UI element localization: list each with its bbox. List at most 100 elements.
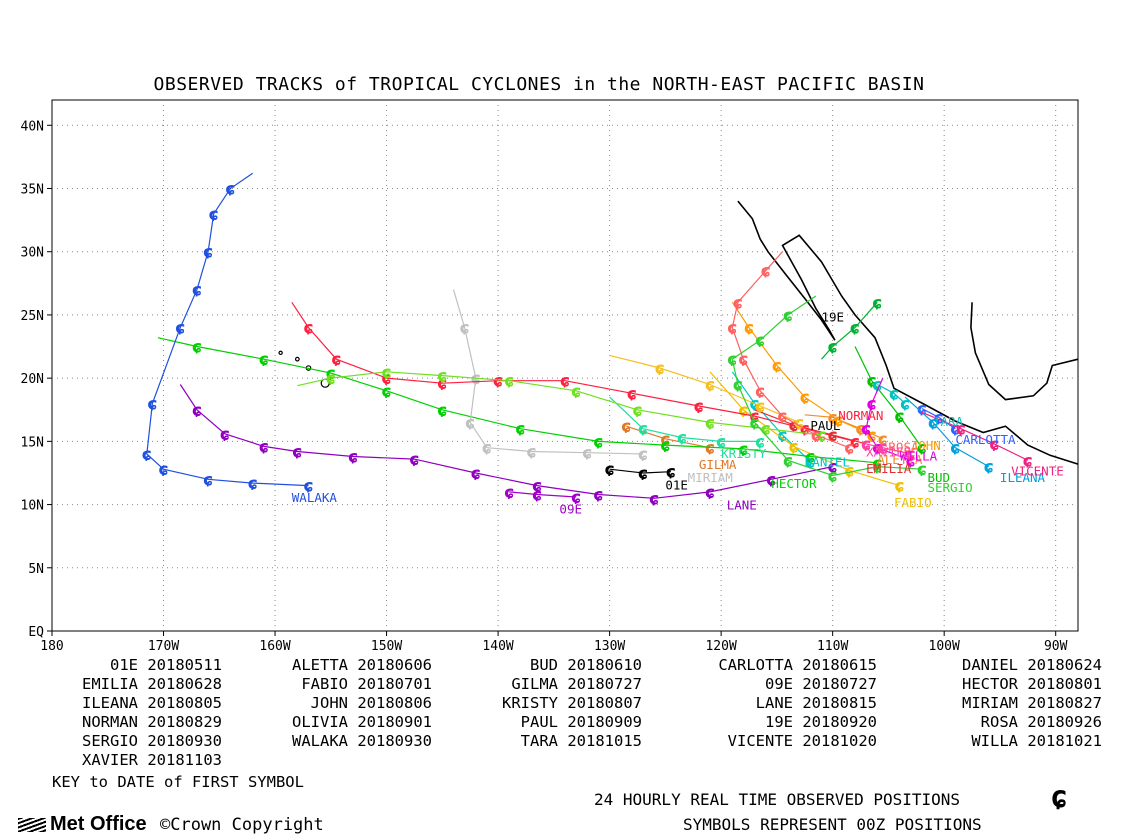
track-gilma (626, 425, 711, 449)
track-carlotta (921, 407, 956, 430)
legend-storm-date: 20180610 (558, 656, 642, 674)
legend-storm-date: 20180628 (138, 675, 222, 693)
legend-entry: 09E 20180727 (675, 675, 877, 693)
legend-storm-name: DANIEL (962, 656, 1018, 674)
legend-storm-date: 20180901 (348, 713, 432, 731)
cyclone-position-icon: ɕ (828, 458, 838, 478)
track-label: ROSA (888, 439, 919, 454)
cyclone-position-icon: ɕ (225, 180, 235, 200)
legend-entry: JOHN 20180806 (230, 694, 432, 712)
legend-storm-date: 20180805 (138, 694, 222, 712)
cyclone-position-icon: ɕ (593, 485, 603, 505)
cyclone-position-icon: ɕ (471, 369, 481, 389)
track-john (731, 301, 872, 436)
legend-entry: WALAKA 20180930 (230, 732, 432, 750)
cyclone-position-icon: ɕ (593, 432, 603, 452)
legend-entry: FABIO 20180701 (230, 675, 432, 693)
track-label: JOHN (911, 438, 941, 453)
legend-entry: PAUL 20180909 (440, 713, 642, 731)
track-label: DANIEL (805, 455, 850, 470)
cyclone-position-icon: ɕ (437, 401, 447, 421)
legend-entry: VICENTE 20181020 (675, 732, 877, 750)
cyclone-position-icon: ɕ (482, 439, 492, 459)
track-01e (609, 468, 671, 474)
cyclone-position-icon: ɕ (638, 445, 648, 465)
cyclone-position-icon: ɕ (605, 460, 615, 480)
legend-storm-name: TARA (520, 732, 558, 750)
cyclone-position-icon: ɕ (828, 338, 838, 358)
legend-storm-name: ROSA (980, 713, 1018, 731)
y-tick-label: 15N (21, 435, 44, 450)
legend-entry: OLIVIA 20180901 (230, 713, 432, 731)
cyclone-position-icon: ɕ (203, 470, 213, 490)
cyclone-position-icon: ɕ (560, 372, 570, 392)
track-label: VICENTE (1011, 463, 1064, 478)
cyclone-position-icon: ɕ (800, 420, 810, 440)
cyclone-position-icon: ɕ (331, 350, 341, 370)
cyclone-position-icon: ɕ (906, 445, 916, 465)
legend-storm-name: LANE (755, 694, 793, 712)
footer-symbol-note: SYMBOLS REPRESENT 00Z POSITIONS (683, 815, 982, 834)
cyclone-symbol-icon: ɕ (1050, 780, 1069, 815)
legend-storm-date: 20180930 (138, 732, 222, 750)
legend-entry: EMILIA 20180628 (20, 675, 222, 693)
legend-storm-name: FABIO (301, 675, 348, 693)
plot-frame (51, 99, 1079, 632)
y-tick-label: 25N (21, 309, 44, 324)
cyclone-position-icon: ɕ (627, 384, 637, 404)
coastline-pacific (737, 200, 1079, 465)
legend-storm-name: MIRIAM (962, 694, 1018, 712)
legend-entry: SERGIO 20180930 (20, 732, 222, 750)
cyclone-position-icon: ɕ (504, 372, 514, 392)
cyclone-position-icon: ɕ (192, 338, 202, 358)
track-label: WILLA (900, 448, 938, 463)
footer-positions-note: 24 HOURLY REAL TIME OBSERVED POSITIONS (594, 790, 961, 809)
legend-key-text: KEY to DATE of FIRST SYMBOL (52, 773, 304, 791)
track-norman (291, 301, 856, 442)
cyclone-position-icon: ɕ (220, 425, 230, 445)
track-label: SERGIO (927, 480, 972, 495)
cyclone-position-icon: ɕ (733, 293, 743, 313)
track-label: ALETTA (877, 452, 923, 467)
legend-entry: LANE 20180815 (675, 694, 877, 712)
y-tick-label: 35N (21, 183, 44, 198)
cyclone-position-icon: ɕ (209, 205, 219, 225)
cyclone-position-icon: ɕ (192, 281, 202, 301)
cyclone-position-icon: ɕ (303, 477, 313, 497)
legend-storm-name: KRISTY (502, 694, 558, 712)
cyclone-position-icon: ɕ (750, 407, 760, 427)
cyclone-position-icon: ɕ (889, 384, 899, 404)
cyclone-position-icon: ɕ (147, 394, 157, 414)
cyclone-position-icon: ɕ (934, 408, 944, 428)
cyclone-position-icon: ɕ (571, 382, 581, 402)
cyclone-position-icon: ɕ (532, 485, 542, 505)
cyclone-position-icon: ɕ (789, 437, 799, 457)
track-bud (854, 346, 923, 449)
x-tick-label: 100W (929, 639, 960, 654)
legend-storm-date: 20180806 (348, 694, 432, 712)
track-aletta (804, 414, 884, 440)
cyclone-position-icon: ɕ (805, 448, 815, 468)
cyclone-position-icon: ɕ (917, 399, 927, 419)
legend-storm-name: GILMA (511, 675, 558, 693)
cyclone-position-icon: ɕ (833, 411, 843, 431)
x-tick-label: 160W (259, 639, 290, 654)
cyclone-position-icon: ɕ (872, 454, 882, 474)
legend-storm-date: 20180827 (1018, 694, 1102, 712)
legend-storm-date: 20180926 (1018, 713, 1102, 731)
track-xavier (865, 443, 911, 455)
cyclone-position-icon: ɕ (660, 436, 670, 456)
legend-storm-name: XAVIER (82, 751, 138, 769)
track-paul (609, 354, 800, 423)
cyclone-position-icon: ɕ (844, 439, 854, 459)
cyclone-position-icon: ɕ (895, 477, 905, 497)
track-label: TARA (933, 414, 964, 429)
legend-storm-name: NORMAN (82, 713, 138, 731)
cyclone-position-icon: ɕ (956, 420, 966, 440)
cyclone-position-icon: ɕ (666, 463, 676, 483)
cyclone-position-icon: ɕ (917, 460, 927, 480)
track-miriam (452, 289, 644, 455)
track-vicente (921, 411, 1029, 461)
cyclone-position-icon: ɕ (989, 435, 999, 455)
cyclone-position-icon: ɕ (716, 432, 726, 452)
